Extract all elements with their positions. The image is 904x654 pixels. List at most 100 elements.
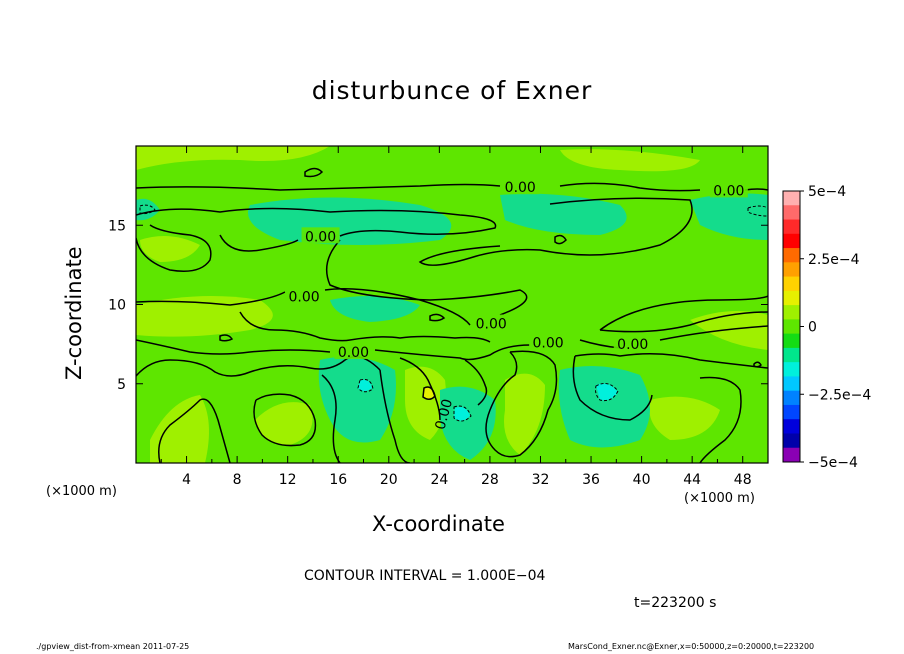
colorbar-segment	[783, 333, 800, 349]
contour-line	[464, 359, 488, 406]
x-ticks: 4 8 12 16 20 24 28 32 36 40 44 48	[160, 146, 752, 488]
contour-label-bg	[301, 227, 340, 244]
negative-patch	[558, 366, 650, 448]
time-label: t=223200 s	[634, 595, 717, 611]
negative-patch	[318, 356, 396, 443]
y-axis-label: Z-coordinate	[62, 246, 86, 380]
x-tick-label: 16	[329, 472, 347, 488]
colorbar-segment	[783, 219, 800, 235]
contour-line	[325, 239, 528, 316]
zero-contours	[136, 167, 768, 463]
positive-patch	[690, 311, 768, 350]
contour-interval-text: CONTOUR INTERVAL = 1.000E−04	[304, 568, 546, 584]
colorbar-segment	[783, 319, 800, 335]
contour-line	[429, 313, 446, 322]
negative-contours	[139, 204, 768, 422]
contour-line	[572, 355, 653, 421]
contour-line	[136, 355, 381, 377]
contour-line	[136, 224, 212, 272]
contour-line	[753, 361, 762, 368]
contour-line	[253, 393, 317, 447]
positive-patch	[405, 366, 446, 440]
contour-label: 0.00	[532, 336, 563, 352]
x-tick-label: 4	[182, 472, 191, 488]
contour-label-bg	[501, 178, 540, 195]
positive-patch	[136, 296, 273, 337]
colorbar-segment	[783, 447, 800, 463]
x-tick-label: 32	[532, 472, 550, 488]
contour-line	[136, 207, 497, 237]
contour-label-rotated: 0.00	[433, 397, 457, 431]
contour-label-bg	[613, 335, 652, 352]
colorbar-segment	[783, 390, 800, 406]
colorbar-segment	[783, 276, 800, 292]
x-tick-label: 20	[380, 472, 398, 488]
colorbar-segment	[783, 433, 800, 449]
contour-line	[136, 291, 286, 306]
footer-file-info: MarsCond_Exner.nc@Exner,x=0:50000,z=0:20…	[568, 642, 815, 651]
colorbar-label: 2.5e−4	[808, 252, 860, 268]
negative-patch	[440, 386, 496, 460]
colorbar-segment	[783, 262, 800, 278]
positive-patch	[150, 395, 209, 463]
negative-contour-line	[357, 378, 374, 393]
contour-line	[321, 374, 341, 463]
contour-label: 0.00	[617, 337, 648, 353]
colorbar-label: 0	[808, 320, 817, 336]
contour-line	[559, 182, 701, 192]
contour-line	[699, 376, 742, 463]
contour-label: 0.00	[505, 180, 536, 196]
contour-line	[239, 311, 491, 343]
x-tick-label: 28	[481, 472, 499, 488]
positive-patch	[140, 236, 200, 262]
contour-line	[599, 295, 768, 331]
positive-patch	[649, 396, 720, 440]
contour-line	[324, 288, 471, 326]
contour-label-bg	[709, 181, 748, 198]
contour-line	[136, 183, 501, 191]
colorbar-segment	[783, 376, 800, 392]
x-tick-label: 44	[683, 472, 701, 488]
footer-script-info: ./gpview_dist-from-xmean 2011-07-25	[36, 642, 190, 651]
contour-line	[304, 167, 324, 178]
colorbar-label: 5e−4	[808, 184, 846, 200]
colorbar-segment	[783, 233, 800, 249]
positive-patch	[423, 387, 434, 399]
x-axis-unit: (×1000 m)	[684, 491, 755, 506]
y-ticks: 5 10 15	[108, 218, 768, 393]
contour-line	[219, 234, 299, 252]
colorbar-segment	[783, 205, 800, 221]
negative-patch	[136, 198, 160, 221]
colorbar-segment	[783, 347, 800, 363]
contour-label-bg	[529, 333, 568, 350]
contour-label: 0.00	[305, 229, 336, 245]
contour-line	[659, 325, 768, 341]
y-tick-label: 10	[108, 298, 126, 314]
contour-label: 0.00	[338, 345, 369, 361]
contour-line	[219, 334, 234, 342]
colorbar-label: −5e−4	[808, 455, 858, 471]
x-tick-label: 48	[734, 472, 752, 488]
x-tick-label: 24	[430, 472, 448, 488]
contour-label-bg	[472, 314, 511, 331]
contour-line	[136, 339, 331, 355]
contour-label: 0.00	[476, 317, 507, 333]
colorbar-label: −2.5e−4	[808, 387, 871, 403]
x-tick-label: 8	[233, 472, 242, 488]
contour-line	[485, 350, 558, 458]
colorbar-segment	[783, 419, 800, 434]
negative-patch	[358, 379, 372, 391]
negative-patch	[454, 407, 470, 421]
colorbar: 5e−4 2.5e−4 0 −2.5e−4 −5e−4	[782, 184, 871, 471]
x-tick-label: 36	[582, 472, 600, 488]
chart-title: disturbunce of Exner	[311, 76, 593, 105]
negative-patch	[690, 193, 768, 240]
y-tick-label: 15	[108, 218, 126, 234]
positive-patch	[504, 373, 545, 455]
negative-contour-line	[747, 205, 768, 217]
contour-line	[158, 398, 231, 463]
contour-label-bg	[285, 287, 324, 304]
negative-patch	[500, 193, 627, 235]
colorbar-segment	[783, 248, 800, 263]
